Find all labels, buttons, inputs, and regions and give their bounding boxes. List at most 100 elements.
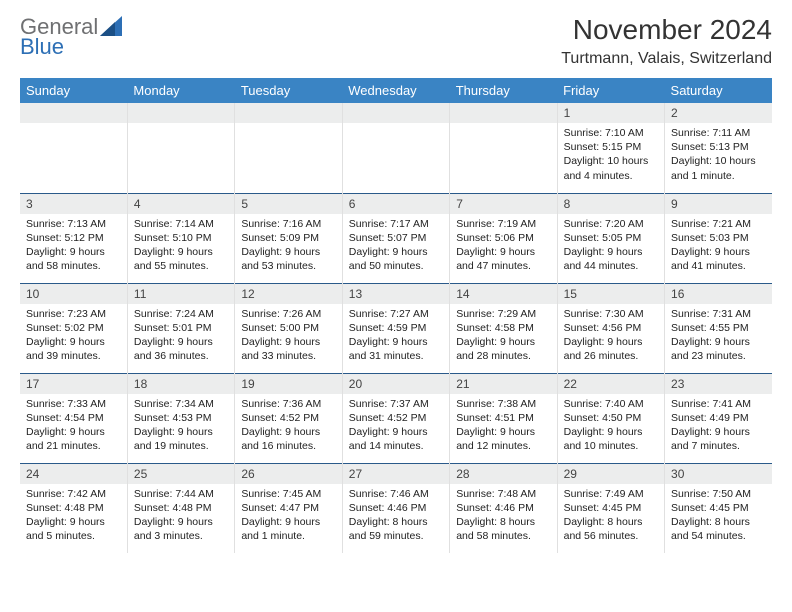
day-number: 18 <box>128 374 234 394</box>
sunrise-text: Sunrise: 7:26 AM <box>241 307 335 321</box>
sunrise-text: Sunrise: 7:14 AM <box>134 217 228 231</box>
calendar-day: 5Sunrise: 7:16 AMSunset: 5:09 PMDaylight… <box>235 193 342 283</box>
daylight-text: Daylight: 8 hours and 54 minutes. <box>671 515 766 543</box>
day-number: 2 <box>665 103 772 123</box>
header: General Blue November 2024 Turtmann, Val… <box>20 14 772 68</box>
daylight-text: Daylight: 9 hours and 55 minutes. <box>134 245 228 273</box>
day-data: Sunrise: 7:45 AMSunset: 4:47 PMDaylight:… <box>235 484 341 547</box>
day-data: Sunrise: 7:24 AMSunset: 5:01 PMDaylight:… <box>128 304 234 367</box>
daylight-text: Daylight: 9 hours and 31 minutes. <box>349 335 443 363</box>
daylight-text: Daylight: 9 hours and 16 minutes. <box>241 425 335 453</box>
daylight-text: Daylight: 9 hours and 3 minutes. <box>134 515 228 543</box>
calendar-table: SundayMondayTuesdayWednesdayThursdayFrid… <box>20 78 772 553</box>
calendar-day: 8Sunrise: 7:20 AMSunset: 5:05 PMDaylight… <box>557 193 664 283</box>
logo-sail-icon <box>100 16 126 40</box>
sunrise-text: Sunrise: 7:24 AM <box>134 307 228 321</box>
daylight-text: Daylight: 9 hours and 50 minutes. <box>349 245 443 273</box>
sunrise-text: Sunrise: 7:30 AM <box>564 307 658 321</box>
daylight-text: Daylight: 9 hours and 44 minutes. <box>564 245 658 273</box>
empty-strip <box>128 103 234 123</box>
day-number: 28 <box>450 464 556 484</box>
sunset-text: Sunset: 4:51 PM <box>456 411 550 425</box>
day-number: 20 <box>343 374 449 394</box>
day-data: Sunrise: 7:38 AMSunset: 4:51 PMDaylight:… <box>450 394 556 457</box>
sunset-text: Sunset: 5:02 PM <box>26 321 121 335</box>
day-data: Sunrise: 7:21 AMSunset: 5:03 PMDaylight:… <box>665 214 772 277</box>
calendar-week: 10Sunrise: 7:23 AMSunset: 5:02 PMDayligh… <box>20 283 772 373</box>
day-data: Sunrise: 7:44 AMSunset: 4:48 PMDaylight:… <box>128 484 234 547</box>
sunrise-text: Sunrise: 7:17 AM <box>349 217 443 231</box>
sunrise-text: Sunrise: 7:13 AM <box>26 217 121 231</box>
calendar-day: 30Sunrise: 7:50 AMSunset: 4:45 PMDayligh… <box>665 463 772 553</box>
calendar-day: 22Sunrise: 7:40 AMSunset: 4:50 PMDayligh… <box>557 373 664 463</box>
daylight-text: Daylight: 9 hours and 7 minutes. <box>671 425 766 453</box>
day-number: 8 <box>558 194 664 214</box>
day-number: 16 <box>665 284 772 304</box>
sunset-text: Sunset: 4:50 PM <box>564 411 658 425</box>
daylight-text: Daylight: 9 hours and 1 minute. <box>241 515 335 543</box>
sunset-text: Sunset: 5:05 PM <box>564 231 658 245</box>
day-data: Sunrise: 7:29 AMSunset: 4:58 PMDaylight:… <box>450 304 556 367</box>
calendar-day: 6Sunrise: 7:17 AMSunset: 5:07 PMDaylight… <box>342 193 449 283</box>
day-number: 5 <box>235 194 341 214</box>
daylight-text: Daylight: 8 hours and 58 minutes. <box>456 515 550 543</box>
weekday-header: Tuesday <box>235 78 342 103</box>
calendar-day: 19Sunrise: 7:36 AMSunset: 4:52 PMDayligh… <box>235 373 342 463</box>
sunrise-text: Sunrise: 7:45 AM <box>241 487 335 501</box>
day-number: 14 <box>450 284 556 304</box>
daylight-text: Daylight: 8 hours and 56 minutes. <box>564 515 658 543</box>
day-data: Sunrise: 7:17 AMSunset: 5:07 PMDaylight:… <box>343 214 449 277</box>
sunrise-text: Sunrise: 7:48 AM <box>456 487 550 501</box>
sunset-text: Sunset: 5:13 PM <box>671 140 766 154</box>
daylight-text: Daylight: 9 hours and 39 minutes. <box>26 335 121 363</box>
calendar-day: 24Sunrise: 7:42 AMSunset: 4:48 PMDayligh… <box>20 463 127 553</box>
sunrise-text: Sunrise: 7:10 AM <box>564 126 658 140</box>
day-number: 27 <box>343 464 449 484</box>
day-data: Sunrise: 7:31 AMSunset: 4:55 PMDaylight:… <box>665 304 772 367</box>
calendar-day: 28Sunrise: 7:48 AMSunset: 4:46 PMDayligh… <box>450 463 557 553</box>
empty-strip <box>20 103 127 123</box>
calendar-header-row: SundayMondayTuesdayWednesdayThursdayFrid… <box>20 78 772 103</box>
weekday-header: Saturday <box>665 78 772 103</box>
daylight-text: Daylight: 9 hours and 33 minutes. <box>241 335 335 363</box>
day-number: 10 <box>20 284 127 304</box>
sunset-text: Sunset: 4:56 PM <box>564 321 658 335</box>
sunset-text: Sunset: 4:49 PM <box>671 411 766 425</box>
title-block: November 2024 Turtmann, Valais, Switzerl… <box>561 14 772 68</box>
sunset-text: Sunset: 4:47 PM <box>241 501 335 515</box>
sunrise-text: Sunrise: 7:38 AM <box>456 397 550 411</box>
calendar-day: 4Sunrise: 7:14 AMSunset: 5:10 PMDaylight… <box>127 193 234 283</box>
sunrise-text: Sunrise: 7:19 AM <box>456 217 550 231</box>
daylight-text: Daylight: 9 hours and 53 minutes. <box>241 245 335 273</box>
sunrise-text: Sunrise: 7:37 AM <box>349 397 443 411</box>
calendar-empty <box>342 103 449 193</box>
calendar-day: 2Sunrise: 7:11 AMSunset: 5:13 PMDaylight… <box>665 103 772 193</box>
sunset-text: Sunset: 5:12 PM <box>26 231 121 245</box>
logo: General Blue <box>20 14 126 66</box>
sunrise-text: Sunrise: 7:29 AM <box>456 307 550 321</box>
month-title: November 2024 <box>561 14 772 46</box>
sunset-text: Sunset: 5:09 PM <box>241 231 335 245</box>
calendar-day: 27Sunrise: 7:46 AMSunset: 4:46 PMDayligh… <box>342 463 449 553</box>
day-data: Sunrise: 7:46 AMSunset: 4:46 PMDaylight:… <box>343 484 449 547</box>
daylight-text: Daylight: 9 hours and 58 minutes. <box>26 245 121 273</box>
calendar-empty <box>20 103 127 193</box>
weekday-header: Thursday <box>450 78 557 103</box>
sunset-text: Sunset: 4:45 PM <box>564 501 658 515</box>
weekday-header: Friday <box>557 78 664 103</box>
day-number: 4 <box>128 194 234 214</box>
sunset-text: Sunset: 5:00 PM <box>241 321 335 335</box>
calendar-day: 23Sunrise: 7:41 AMSunset: 4:49 PMDayligh… <box>665 373 772 463</box>
day-data: Sunrise: 7:10 AMSunset: 5:15 PMDaylight:… <box>558 123 664 186</box>
sunset-text: Sunset: 4:48 PM <box>134 501 228 515</box>
sunrise-text: Sunrise: 7:21 AM <box>671 217 766 231</box>
calendar-day: 7Sunrise: 7:19 AMSunset: 5:06 PMDaylight… <box>450 193 557 283</box>
sunset-text: Sunset: 4:52 PM <box>241 411 335 425</box>
daylight-text: Daylight: 9 hours and 14 minutes. <box>349 425 443 453</box>
day-data: Sunrise: 7:41 AMSunset: 4:49 PMDaylight:… <box>665 394 772 457</box>
sunrise-text: Sunrise: 7:42 AM <box>26 487 121 501</box>
sunrise-text: Sunrise: 7:34 AM <box>134 397 228 411</box>
day-number: 25 <box>128 464 234 484</box>
day-data: Sunrise: 7:14 AMSunset: 5:10 PMDaylight:… <box>128 214 234 277</box>
sunset-text: Sunset: 4:52 PM <box>349 411 443 425</box>
